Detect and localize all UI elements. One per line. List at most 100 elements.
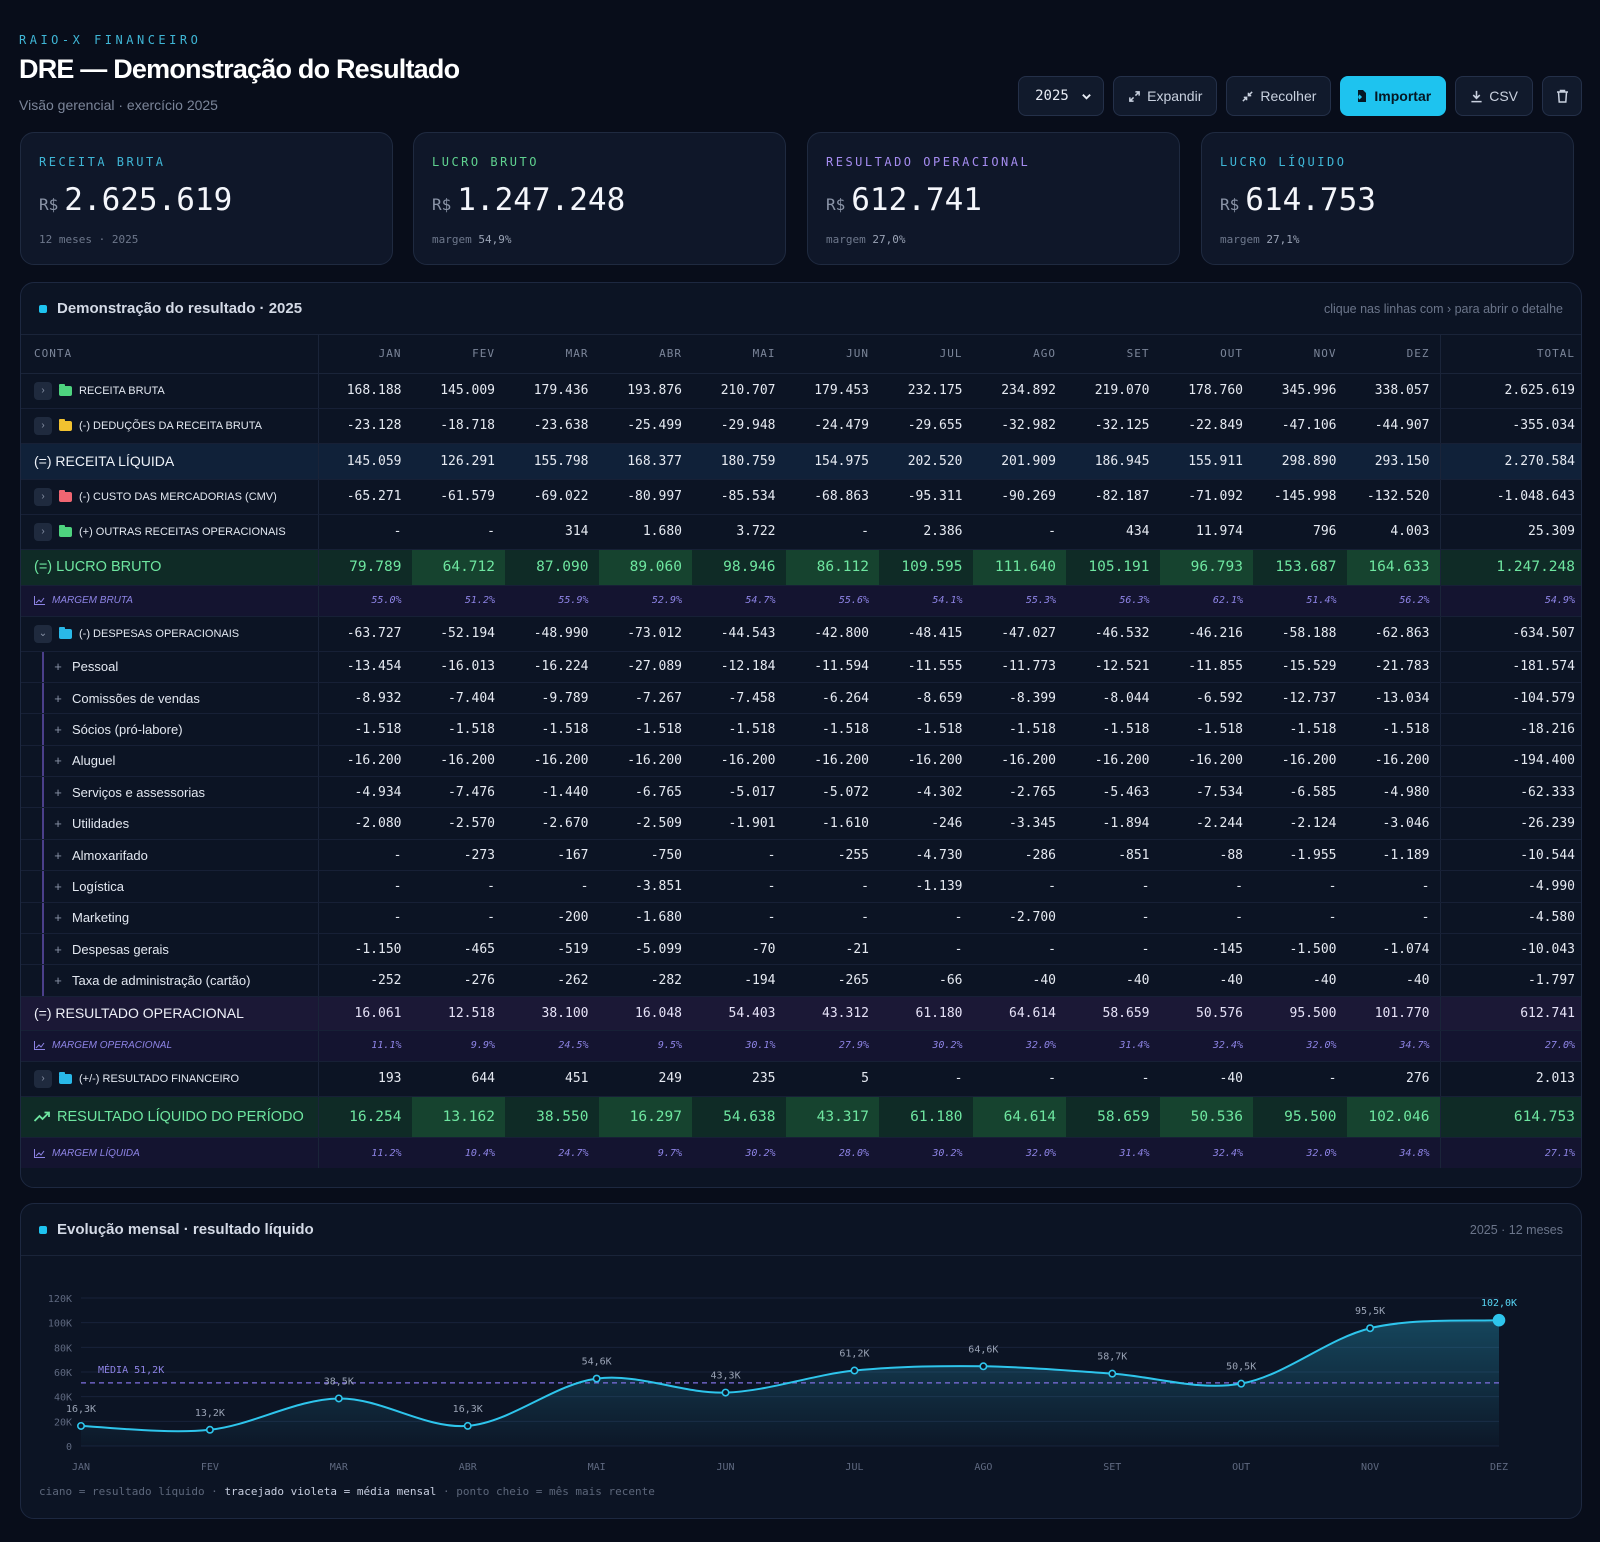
month-cell: -16.200 — [1066, 745, 1160, 778]
month-cell: -1.518 — [411, 713, 505, 746]
table-row-servicos-e-assessorias[interactable]: + Serviços e assessorias -4.934 -7.476 -1.44… — [21, 776, 1581, 809]
data-label: 61,2K — [839, 1349, 869, 1360]
plus-icon[interactable]: + — [54, 659, 62, 675]
table-row-despesas-gerais[interactable]: + Despesas gerais -1.150 -465 -519 -5.099 -70-… — [21, 933, 1581, 966]
month-cell: 186.945 — [1066, 443, 1160, 480]
month-cell: -21.783 — [1346, 651, 1440, 683]
plus-icon[interactable]: + — [54, 973, 62, 989]
row-label-cell: MARGEM OPERACIONAL — [21, 1030, 319, 1062]
table-row-almoxarifado[interactable]: + Almoxarifado - -273 -167 -750- -255 -4.730 -28… — [21, 839, 1581, 872]
y-tick-label: 80K — [54, 1343, 72, 1354]
month-cell: 298.890 — [1253, 443, 1347, 480]
month-cell: -16.200 — [598, 745, 692, 778]
table-header-row: CONTA JAN FEV MAR ABR MAI JUN JUL AGO SET OUT NOV DE… — [21, 335, 1581, 374]
table-row-logistica[interactable]: + Logística - - - -3.851- - -1.139- - - - - -4.990 — [21, 870, 1581, 903]
month-cell: -40 — [1066, 964, 1160, 997]
chevron-right-icon[interactable]: › — [34, 487, 52, 506]
plus-icon[interactable]: + — [54, 721, 62, 737]
table-row-outras-receitas-operacionais[interactable]: › (+) OUTRAS RECEITAS OPERACIONAIS - -314 1.… — [21, 514, 1581, 550]
import-button[interactable]: Importar — [1340, 76, 1447, 116]
table-row-aluguel[interactable]: + Aluguel -16.200 -16.200 -16.200 -16.200 -16.… — [21, 745, 1581, 778]
table-row-utilidades[interactable]: + Utilidades -2.080 -2.570 -2.670 -2.509 -1.90… — [21, 807, 1581, 840]
month-cell: -167 — [505, 839, 599, 872]
series-line — [80, 1319, 1500, 1433]
kpi-value: 612.741 — [851, 182, 982, 218]
row-label-cell: › (+) OUTRAS RECEITAS OPERACIONAIS — [21, 514, 319, 550]
month-cell: 24.7% — [505, 1137, 599, 1169]
plus-icon[interactable]: + — [54, 847, 62, 863]
month-cell: -23.638 — [505, 408, 599, 444]
table-row-socios-pro-labore[interactable]: + Sócios (pró-labore) -1.518 -1.518 -1.518 -1… — [21, 713, 1581, 746]
month-cell: -194 — [692, 964, 786, 997]
table-row-deducoes-da-receita-bruta[interactable]: › (-) DEDUÇÕES DA RECEITA BRUTA -23.128 -18… — [21, 408, 1581, 444]
folder-icon — [59, 418, 72, 431]
month-cell: -80.997 — [598, 479, 692, 515]
month-cell: -1.500 — [1253, 933, 1347, 966]
plus-icon[interactable]: + — [54, 816, 62, 832]
folder-icon — [59, 1071, 72, 1084]
month-cell: 55.9% — [505, 585, 599, 617]
month-cell: -6.592 — [1159, 682, 1253, 715]
table-row-margem-liquida: MARGEM LÍQUIDA 11.2% 10.4% 24.7% 9.7% 30.2% 28… — [21, 1137, 1581, 1169]
total-cell: -1.797 — [1439, 964, 1581, 997]
table-row-resultado-financeiro[interactable]: › (+/-) RESULTADO FINANCEIRO 193 644 451 249 2… — [21, 1061, 1581, 1097]
month-cell: -11.594 — [785, 651, 879, 683]
row-label: MARGEM OPERACIONAL — [52, 1040, 173, 1052]
month-cell: - — [1253, 870, 1347, 903]
table-row-pessoal[interactable]: + Pessoal -13.454 -16.013 -16.224 -27.089 -12.… — [21, 651, 1581, 683]
month-cell: -11.555 — [879, 651, 973, 683]
row-label: Utilidades — [72, 816, 130, 832]
table-row-margem-operacional: MARGEM OPERACIONAL 11.1% 9.9% 24.5% 9.5% 30.1… — [21, 1030, 1581, 1062]
month-cell: -1.139 — [879, 870, 973, 903]
plus-icon[interactable]: + — [54, 690, 62, 706]
chevron-right-icon[interactable]: › — [34, 381, 52, 400]
month-cell: - — [972, 514, 1066, 550]
delete-button[interactable] — [1542, 76, 1582, 116]
table-row-custo-das-mercadorias-cmv[interactable]: › (-) CUSTO DAS MERCADORIAS (CMV) -65.271-… — [21, 479, 1581, 515]
chevron-down-icon[interactable]: ⌄ — [34, 624, 52, 643]
chevron-down-icon — [1082, 93, 1091, 100]
table-row-marketing[interactable]: + Marketing - - -200 -1.680- - - -2.700- - - - -4.58… — [21, 902, 1581, 935]
table-row-despesas-operacionais[interactable]: ⌄ (-) DESPESAS OPERACIONAIS -63.727 -52.194… — [21, 616, 1581, 652]
row-label-cell: + Almoxarifado — [21, 839, 319, 872]
month-cell: 293.150 — [1346, 443, 1440, 480]
month-cell: 11.974 — [1159, 514, 1253, 550]
plus-icon[interactable]: + — [54, 941, 62, 957]
year-select[interactable]: 2025 — [1018, 76, 1105, 116]
month-cell: 145.009 — [411, 373, 505, 409]
plus-icon[interactable]: + — [54, 784, 62, 800]
month-cell: -1.440 — [505, 776, 599, 809]
plus-icon[interactable]: + — [54, 753, 62, 769]
month-cell: -6.585 — [1253, 776, 1347, 809]
total-cell: 25.309 — [1439, 514, 1581, 550]
row-label-cell: › (-) CUSTO DAS MERCADORIAS (CMV) — [21, 479, 319, 515]
kpi-currency: R$ — [432, 195, 452, 214]
average-label: MÉDIA 51,2K — [98, 1363, 164, 1376]
x-tick-label: FEV — [201, 1462, 219, 1473]
expand-button[interactable]: Expandir — [1113, 76, 1218, 116]
panel-bullet-icon — [39, 1225, 47, 1234]
table-row-comissoes-de-vendas[interactable]: + Comissões de vendas -8.932 -7.404 -9.789 -7… — [21, 682, 1581, 715]
chevron-right-icon[interactable]: › — [34, 522, 52, 541]
table-row-taxa-de-administracao-cartao[interactable]: + Taxa de administração (cartão) -252 -276-… — [21, 964, 1581, 997]
row-label: (=) RESULTADO OPERACIONAL — [34, 1005, 244, 1022]
chevron-right-icon[interactable]: › — [34, 1069, 52, 1088]
month-cell: -16.224 — [505, 651, 599, 683]
month-cell: -18.718 — [411, 408, 505, 444]
csv-download-button[interactable]: CSV — [1455, 76, 1533, 116]
expand-icon — [1129, 90, 1140, 102]
table-row-receita-bruta[interactable]: › RECEITA BRUTA 168.188 145.009 179.436 193.8… — [21, 373, 1581, 409]
month-cell: 10.4% — [411, 1137, 505, 1169]
chevron-right-icon[interactable]: › — [34, 416, 52, 435]
plus-icon[interactable]: + — [54, 878, 62, 894]
month-cell: -4.934 — [318, 776, 412, 809]
plus-icon[interactable]: + — [54, 910, 62, 926]
month-cell: -71.092 — [1159, 479, 1253, 515]
month-cell: 43.312 — [785, 996, 879, 1031]
collapse-button[interactable]: Recolher — [1226, 76, 1332, 116]
month-cell: - — [1159, 902, 1253, 935]
month-cell: 32.0% — [1253, 1030, 1347, 1062]
row-label: (=) LUCRO BRUTO — [34, 559, 162, 575]
month-cell: -1.189 — [1346, 839, 1440, 872]
month-cell: -82.187 — [1066, 479, 1160, 515]
